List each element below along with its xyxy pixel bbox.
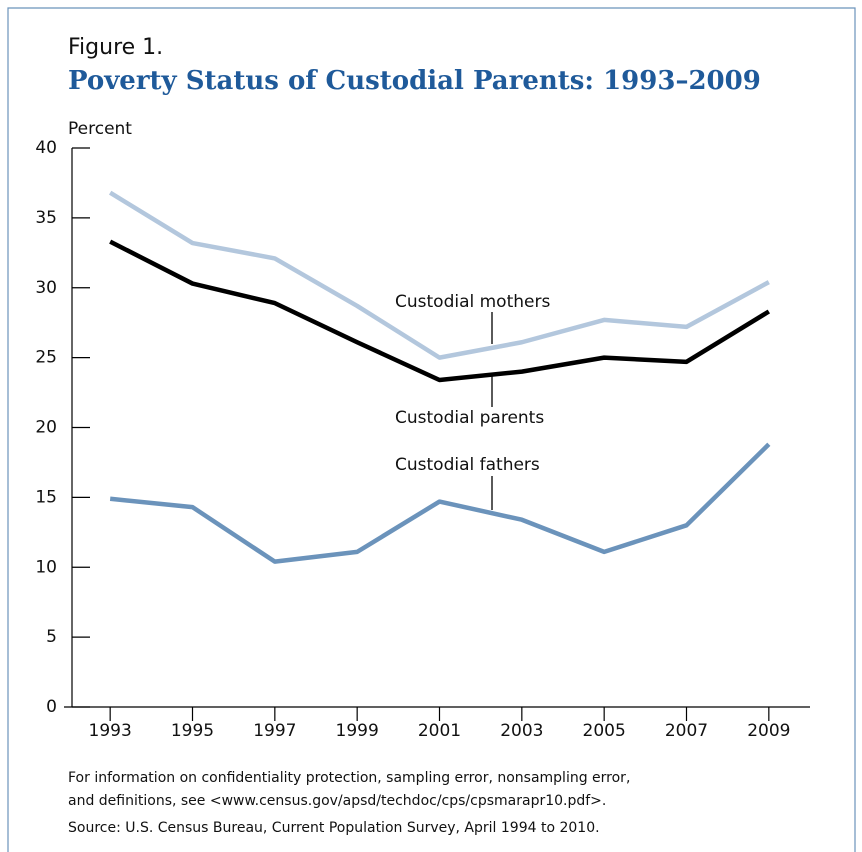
x-tick-label: 2003: [500, 721, 543, 741]
x-tick-label: 1997: [253, 721, 296, 741]
y-tick-label: 15: [35, 487, 57, 507]
note: For information on confidentiality prote…: [68, 770, 630, 786]
x-tick-label: 2001: [418, 721, 461, 741]
x-tick-label: 1993: [89, 721, 132, 741]
y-tick-label: 20: [35, 418, 57, 438]
x-tick-label: 1999: [336, 721, 379, 741]
x-tick-label: 1995: [171, 721, 214, 741]
y-tick-label: 25: [35, 348, 57, 368]
y-tick-label: 10: [35, 557, 57, 577]
y-tick-label: 0: [46, 697, 57, 717]
series-label: Custodial mothers: [395, 292, 550, 312]
series-label: Custodial fathers: [395, 455, 540, 475]
y-tick-label: 40: [35, 138, 57, 158]
note: Source: U.S. Census Bureau, Current Popu…: [68, 820, 600, 836]
note: and definitions, see <www.census.gov/aps…: [68, 793, 606, 809]
frame: [7, 7, 856, 852]
y-tick-label: 30: [35, 278, 57, 298]
x-tick-label: 2009: [747, 721, 790, 741]
y-tick-label: 35: [35, 208, 57, 228]
x-tick-label: 2005: [583, 721, 626, 741]
series-line: [109, 239, 771, 383]
series-label: Custodial parents: [395, 408, 544, 428]
x-tick-label: 2007: [665, 721, 708, 741]
series-line: [109, 442, 771, 564]
series-line: [108, 190, 770, 360]
y-axis-label: Percent: [68, 119, 132, 139]
y-tick-label: 5: [46, 627, 57, 647]
chart-title: Poverty Status of Custodial Parents: 199…: [68, 66, 761, 96]
figure-label: Figure 1.: [68, 35, 163, 60]
